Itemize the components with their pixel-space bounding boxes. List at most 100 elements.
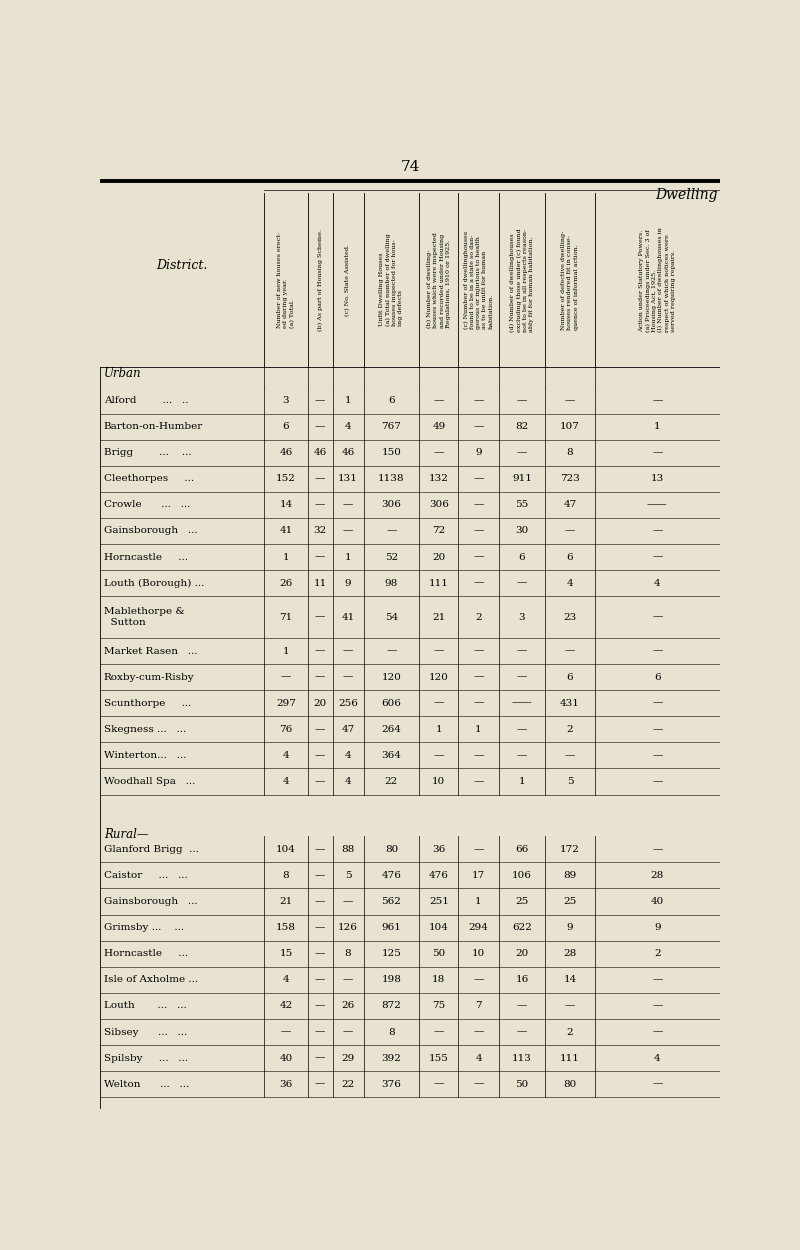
- Text: —: —: [474, 1028, 484, 1036]
- Text: —: —: [315, 1028, 326, 1036]
- Text: —: —: [434, 751, 444, 760]
- Text: 72: 72: [432, 526, 446, 535]
- Text: Welton      ...   ...: Welton ... ...: [104, 1080, 189, 1089]
- Text: 2: 2: [566, 1028, 574, 1036]
- Text: —: —: [565, 396, 575, 405]
- Text: —: —: [652, 612, 662, 621]
- Text: —: —: [517, 579, 527, 587]
- Text: 476: 476: [429, 871, 449, 880]
- Text: 50: 50: [515, 1080, 529, 1089]
- Text: —: —: [343, 672, 353, 681]
- Text: —: —: [343, 526, 353, 535]
- Text: 2: 2: [654, 949, 661, 959]
- Text: 4: 4: [475, 1054, 482, 1062]
- Text: 9: 9: [654, 924, 661, 932]
- Text: 4: 4: [282, 778, 290, 786]
- Text: 6: 6: [566, 552, 574, 561]
- Text: —: —: [517, 1028, 527, 1036]
- Text: 113: 113: [512, 1054, 532, 1062]
- Text: Number of defective dwelling-
houses rendered fit in conse-
quence of informal a: Number of defective dwelling- houses ren…: [562, 230, 578, 330]
- Text: —: —: [652, 751, 662, 760]
- Text: 46: 46: [314, 449, 326, 458]
- Text: 264: 264: [382, 725, 402, 734]
- Text: 89: 89: [563, 871, 577, 880]
- Text: —: —: [315, 725, 326, 734]
- Text: 10: 10: [472, 949, 485, 959]
- Text: 4: 4: [654, 579, 661, 587]
- Text: —: —: [652, 552, 662, 561]
- Text: —: —: [474, 1080, 484, 1089]
- Text: 155: 155: [429, 1054, 449, 1062]
- Text: 1: 1: [654, 422, 661, 431]
- Text: 40: 40: [650, 898, 664, 906]
- Text: —: —: [652, 845, 662, 854]
- Text: 6: 6: [518, 552, 526, 561]
- Text: Grimsby ...    ...: Grimsby ... ...: [104, 924, 184, 932]
- Text: 8: 8: [566, 449, 574, 458]
- Text: 18: 18: [432, 975, 446, 984]
- Text: Brigg        ...    ...: Brigg ... ...: [104, 449, 191, 458]
- Text: (d) Number of dwellinghouses
excluding those under (c) found
not to be in all re: (d) Number of dwellinghouses excluding t…: [510, 228, 534, 331]
- Text: —: —: [315, 500, 326, 509]
- Text: ——: ——: [511, 699, 532, 708]
- Text: —: —: [315, 1080, 326, 1089]
- Text: —: —: [652, 1001, 662, 1010]
- Text: 6: 6: [388, 396, 394, 405]
- Text: 125: 125: [382, 949, 402, 959]
- Text: 29: 29: [342, 1054, 354, 1062]
- Text: Barton-on-Humber: Barton-on-Humber: [104, 422, 203, 431]
- Text: —: —: [517, 1001, 527, 1010]
- Text: 767: 767: [382, 422, 402, 431]
- Text: 2: 2: [475, 612, 482, 621]
- Text: 2: 2: [566, 725, 574, 734]
- Text: Scunthorpe     ...: Scunthorpe ...: [104, 699, 191, 708]
- Text: Roxby-cum-Risby: Roxby-cum-Risby: [104, 672, 194, 681]
- Text: 32: 32: [314, 526, 326, 535]
- Text: 80: 80: [385, 845, 398, 854]
- Text: 47: 47: [563, 500, 577, 509]
- Text: —: —: [565, 646, 575, 655]
- Text: Market Rasen   ...: Market Rasen ...: [104, 646, 198, 655]
- Text: —: —: [474, 579, 484, 587]
- Text: Louth (Borough) ...: Louth (Borough) ...: [104, 579, 204, 587]
- Text: —: —: [386, 526, 397, 535]
- Text: —: —: [474, 699, 484, 708]
- Text: —: —: [474, 396, 484, 405]
- Text: 40: 40: [279, 1054, 293, 1062]
- Text: —: —: [315, 422, 326, 431]
- Text: —: —: [565, 1001, 575, 1010]
- Text: 9: 9: [345, 579, 351, 587]
- Text: 1: 1: [475, 898, 482, 906]
- Text: —: —: [517, 672, 527, 681]
- Text: —: —: [652, 725, 662, 734]
- Text: 104: 104: [429, 924, 449, 932]
- Text: 36: 36: [432, 845, 446, 854]
- Text: 36: 36: [279, 1080, 293, 1089]
- Text: 9: 9: [475, 449, 482, 458]
- Text: Glanford Brigg  ...: Glanford Brigg ...: [104, 845, 198, 854]
- Text: —: —: [474, 975, 484, 984]
- Text: 25: 25: [515, 898, 529, 906]
- Text: Horncastle     ...: Horncastle ...: [104, 552, 188, 561]
- Text: 4: 4: [566, 579, 574, 587]
- Text: 49: 49: [432, 422, 446, 431]
- Text: 16: 16: [515, 975, 529, 984]
- Text: (b) Number of dwelling-
houses which were inspected
and recorded under Housing
R: (b) Number of dwelling- houses which wer…: [427, 232, 450, 328]
- Text: Woodhall Spa   ...: Woodhall Spa ...: [104, 778, 195, 786]
- Text: 256: 256: [338, 699, 358, 708]
- Text: —: —: [315, 1054, 326, 1062]
- Text: 46: 46: [342, 449, 354, 458]
- Text: 3: 3: [282, 396, 290, 405]
- Text: 306: 306: [429, 500, 449, 509]
- Text: —: —: [434, 1080, 444, 1089]
- Text: 98: 98: [385, 579, 398, 587]
- Text: 46: 46: [279, 449, 293, 458]
- Text: —: —: [652, 646, 662, 655]
- Text: 107: 107: [560, 422, 580, 431]
- Text: 21: 21: [432, 612, 446, 621]
- Text: —: —: [315, 751, 326, 760]
- Text: 14: 14: [563, 975, 577, 984]
- Text: 8: 8: [388, 1028, 394, 1036]
- Text: 25: 25: [563, 898, 577, 906]
- Text: 8: 8: [345, 949, 351, 959]
